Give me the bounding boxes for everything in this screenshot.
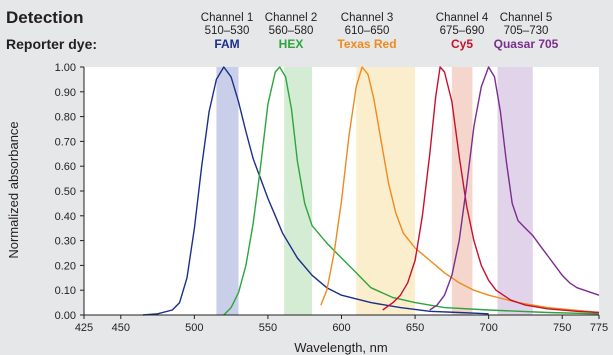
y-axis-label: Normalized absorbance bbox=[6, 121, 21, 258]
channel-bands bbox=[84, 67, 599, 315]
y-tick-label: 1.00 bbox=[55, 62, 76, 74]
y-tick-label: 0.60 bbox=[55, 161, 76, 173]
channel-4-name: Channel 4 bbox=[436, 12, 489, 24]
channel-2-name: Channel 2 bbox=[265, 12, 317, 24]
channel-5-name: Channel 5 bbox=[500, 12, 552, 24]
channel-band-5 bbox=[497, 67, 533, 315]
y-tick-label: 0.30 bbox=[55, 236, 76, 248]
x-tick-label: 650 bbox=[406, 322, 424, 334]
channel-band-4 bbox=[451, 67, 473, 315]
channel-band-1 bbox=[216, 67, 239, 315]
axes: 0.00 0.10 0.20 0.30 0.40 0.50 0.60 0.70 0.80 0.90… bbox=[55, 62, 609, 334]
channel-3-name: Channel 3 bbox=[341, 12, 393, 24]
channel-band-3 bbox=[356, 67, 416, 315]
reporter-dye-label: Reporter dye: bbox=[6, 36, 98, 52]
absorbance-curves bbox=[142, 66, 600, 316]
channel-3-dye: Texas Red bbox=[337, 37, 396, 51]
x-tick-label: 450 bbox=[112, 322, 130, 334]
y-tick-label: 0.50 bbox=[55, 186, 76, 198]
channel-4-dye: Cy5 bbox=[451, 37, 473, 51]
y-tick-label: 0.40 bbox=[55, 211, 76, 223]
x-tick-label: 750 bbox=[553, 322, 571, 334]
channel-1-dye: FAM bbox=[214, 37, 239, 51]
y-tick-label: 0.00 bbox=[55, 310, 76, 322]
channel-4-range: 675–690 bbox=[440, 25, 485, 37]
y-tick-label: 0.90 bbox=[55, 87, 76, 99]
channel-2-range: 560–580 bbox=[269, 25, 314, 37]
curve-hex bbox=[223, 66, 600, 316]
curve-texas-red bbox=[320, 66, 600, 314]
channel-2-dye: HEX bbox=[279, 37, 304, 51]
x-axis-label: Wavelength, nm bbox=[294, 340, 387, 355]
x-tick-label: 425 bbox=[75, 322, 93, 334]
y-tick-label: 0.20 bbox=[55, 260, 76, 272]
y-tick-label: 0.10 bbox=[55, 285, 76, 297]
x-tick-label: 775 bbox=[590, 322, 608, 334]
channel-5-range: 705–730 bbox=[504, 25, 549, 37]
channel-1-name: Channel 1 bbox=[201, 12, 253, 24]
curve-quasar-705 bbox=[429, 66, 600, 311]
curve-cy5 bbox=[382, 66, 600, 314]
channel-1-range: 510–530 bbox=[205, 25, 250, 37]
channel-band-2 bbox=[284, 67, 313, 315]
x-tick-label: 500 bbox=[185, 322, 203, 334]
curve-fam bbox=[142, 66, 489, 316]
x-tick-label: 700 bbox=[479, 322, 497, 334]
y-tick-label: 0.80 bbox=[55, 112, 76, 124]
channel-3-range: 610–650 bbox=[345, 25, 390, 37]
x-tick-label: 550 bbox=[259, 322, 277, 334]
channel-5-dye: Quasar 705 bbox=[494, 37, 559, 51]
detection-label: Detection bbox=[6, 8, 84, 27]
y-tick-label: 0.70 bbox=[55, 136, 76, 148]
x-tick-label: 600 bbox=[332, 322, 350, 334]
